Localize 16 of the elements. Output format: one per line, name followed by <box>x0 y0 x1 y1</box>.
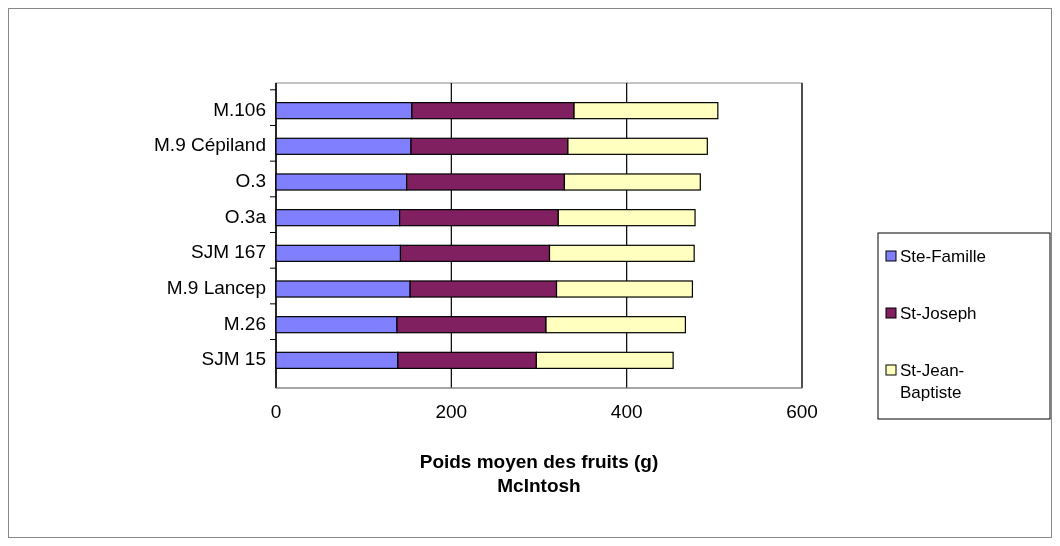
y-tick-label: SJM 15 <box>201 348 266 370</box>
x-tick-label: 600 <box>786 401 818 422</box>
y-tick-label: M.106 <box>213 98 266 120</box>
y-tick-label: O.3 <box>235 170 266 192</box>
y-tick-label: M.9 Lancep <box>166 277 266 299</box>
legend-label: St-Joseph <box>900 304 977 323</box>
legend-label: Ste-Famille <box>900 247 986 266</box>
y-tick-label: M.9 Cépiland <box>154 134 266 156</box>
legend-label: St-Jean-Baptiste <box>900 361 965 402</box>
y-tick-label: O.3a <box>224 205 267 227</box>
x-tick-label: 200 <box>435 401 468 422</box>
x-tick-label: 0 <box>270 401 282 422</box>
y-tick-label: SJM 167 <box>191 241 266 263</box>
x-axis-title: Poids moyen des fruits (g) McIntosh <box>419 451 659 496</box>
x-tick-label: 400 <box>610 401 643 422</box>
y-tick-label: M.26 <box>223 312 266 334</box>
